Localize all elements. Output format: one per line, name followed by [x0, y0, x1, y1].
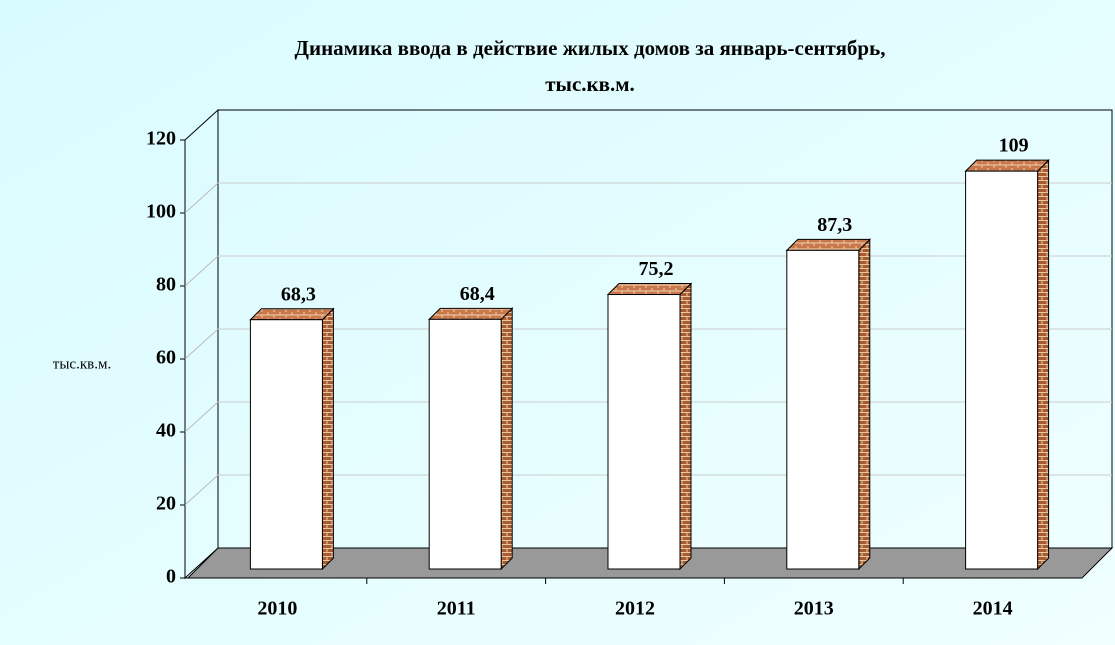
x-tick-label: 2010 [257, 598, 297, 620]
bar-side [679, 282, 692, 571]
bar-top [427, 307, 514, 320]
bar-side [1037, 158, 1050, 571]
y-tick-label: 20 [156, 493, 176, 515]
y-tick-label: 120 [146, 128, 176, 150]
bar [786, 249, 860, 570]
bar-top [964, 159, 1050, 172]
grid-line [184, 401, 219, 433]
bar [965, 170, 1039, 570]
x-tick-label: 2012 [615, 598, 655, 620]
value-label: 75,2 [639, 258, 674, 280]
value-label: 109 [999, 135, 1029, 157]
value-label: 68,4 [460, 283, 495, 305]
bar-top [785, 238, 872, 251]
grid-line [184, 328, 219, 360]
y-tick-label: 80 [156, 274, 176, 296]
bar [249, 319, 323, 570]
chart-title: Динамика ввода в действие жилых домов за… [295, 36, 886, 60]
bar-side [500, 307, 513, 571]
bar [607, 294, 681, 570]
chart-subtitle: тыс.кв.м. [545, 72, 635, 96]
value-label: 87,3 [817, 214, 852, 236]
bar [428, 318, 502, 570]
x-tick-label: 2011 [437, 598, 476, 620]
bar-side [321, 307, 334, 571]
value-label: 68,3 [281, 283, 316, 305]
bar-top [606, 283, 693, 296]
y-tick-label: 60 [156, 347, 176, 369]
y-axis-label: тыс.кв.м. [53, 356, 111, 372]
bar-top [249, 308, 335, 321]
grid-line [184, 474, 219, 506]
bar-side [858, 238, 871, 571]
x-tick-label: 2014 [973, 598, 1013, 620]
y-tick-label: 100 [146, 201, 176, 223]
y-tick-label: 0 [166, 566, 176, 588]
y-tick-label: 40 [156, 420, 176, 442]
grid-line [184, 255, 219, 287]
grid-line [184, 182, 219, 214]
x-tick-label: 2013 [794, 598, 834, 620]
